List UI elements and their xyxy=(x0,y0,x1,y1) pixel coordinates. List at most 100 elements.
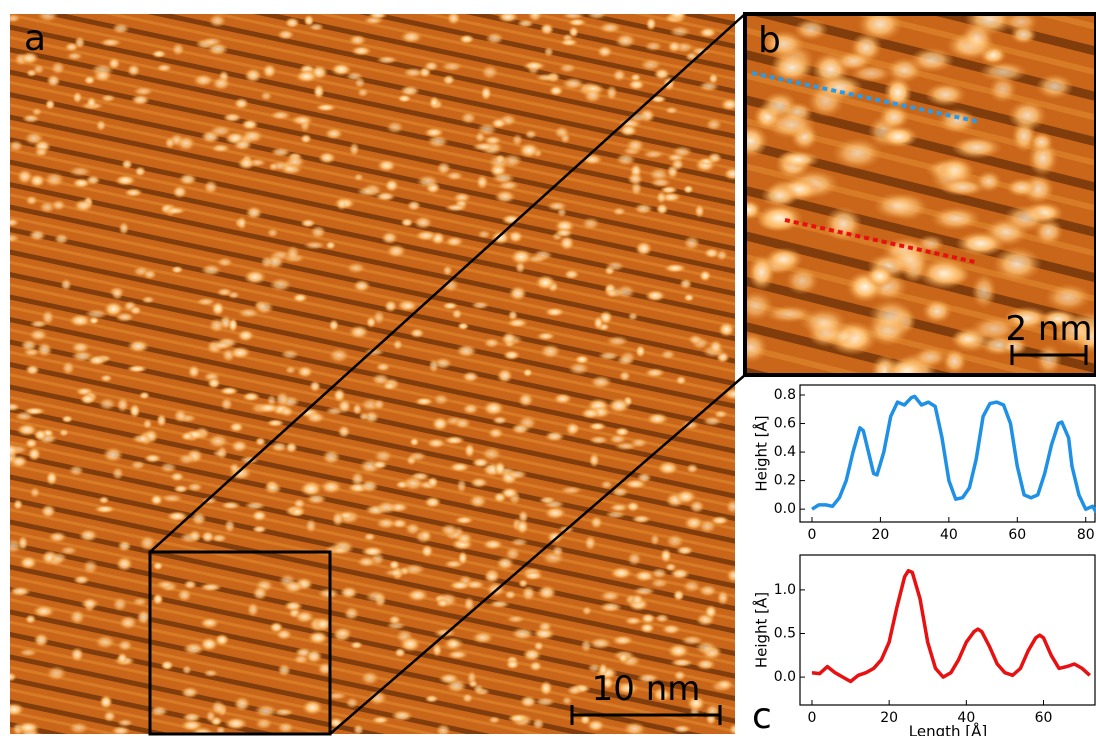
texture-blob xyxy=(909,47,955,73)
texture-blob xyxy=(708,339,723,355)
texture-blob xyxy=(527,14,543,23)
texture-blob xyxy=(352,723,364,734)
texture-blob xyxy=(103,301,124,317)
texture-blob xyxy=(443,559,465,569)
texture-blob xyxy=(152,593,164,606)
texture-blob xyxy=(94,634,116,650)
texture-blob xyxy=(428,358,440,374)
texture-blob xyxy=(531,717,545,730)
texture-blob xyxy=(352,279,371,293)
texture-blob xyxy=(1039,309,1078,329)
texture-blob xyxy=(667,643,690,659)
texture-blob xyxy=(667,14,688,22)
texture-blob xyxy=(761,30,806,59)
texture-blob xyxy=(567,18,587,27)
texture-blob xyxy=(380,231,399,245)
texture-blob xyxy=(330,546,350,555)
texture-blob xyxy=(72,574,91,585)
texture-blob xyxy=(878,104,910,131)
texture-blob xyxy=(21,113,41,124)
texture-blob xyxy=(330,62,352,77)
texture-blob xyxy=(426,476,439,488)
texture-blob xyxy=(960,21,994,54)
texture-blob xyxy=(51,199,67,212)
texture-blob xyxy=(655,190,667,204)
texture-blob xyxy=(402,475,425,492)
texture-blob xyxy=(303,14,315,27)
texture-blob xyxy=(28,328,49,342)
texture-blob xyxy=(702,415,723,427)
texture-blob xyxy=(440,61,464,72)
texture-blob xyxy=(18,648,38,657)
texture-blob xyxy=(589,515,604,530)
texture-blob xyxy=(654,613,670,624)
texture-blob xyxy=(600,480,614,490)
texture-blob xyxy=(304,518,317,534)
texture-blob xyxy=(292,654,310,665)
texture-blob xyxy=(160,660,174,671)
texture-blob xyxy=(528,660,543,672)
texture-blob xyxy=(388,559,401,571)
texture-blob xyxy=(159,461,178,474)
texture-blob xyxy=(32,604,56,618)
texture-blob xyxy=(937,108,977,134)
texture-blob xyxy=(315,103,337,112)
texture-blob xyxy=(111,287,124,301)
texture-blob xyxy=(356,186,377,197)
x-tick-label: 80 xyxy=(1077,527,1095,543)
texture-blob xyxy=(138,535,157,551)
texture-blob xyxy=(173,408,188,423)
texture-blob xyxy=(659,548,672,564)
texture-blob xyxy=(1000,337,1028,356)
texture-blob xyxy=(321,449,341,465)
texture-blob xyxy=(102,710,117,723)
texture-blob xyxy=(633,569,656,583)
texture-blob xyxy=(597,351,620,361)
texture-blob xyxy=(1010,25,1037,45)
texture-blob xyxy=(644,40,663,52)
texture-blob xyxy=(442,74,456,86)
texture-blob xyxy=(233,97,250,110)
texture-blob xyxy=(388,614,402,625)
texture-blob xyxy=(399,85,421,97)
texture-blob xyxy=(939,178,987,197)
texture-blob xyxy=(60,278,72,291)
texture-blob xyxy=(275,628,293,641)
texture-blob xyxy=(615,284,636,300)
texture-blob xyxy=(10,702,25,717)
texture-blob xyxy=(456,478,467,494)
texture-blob xyxy=(559,38,579,47)
texture-blob xyxy=(186,482,204,492)
texture-blob xyxy=(47,531,67,543)
texture-blob xyxy=(397,300,419,312)
texture-blob xyxy=(10,139,24,153)
texture-blob xyxy=(28,173,46,188)
texture-blob xyxy=(522,368,533,378)
texture-blob xyxy=(435,723,451,734)
texture-blob xyxy=(314,616,332,632)
texture-blob xyxy=(45,470,58,486)
texture-blob xyxy=(69,609,86,625)
texture-blob xyxy=(276,721,295,734)
texture-blob xyxy=(492,415,508,425)
texture-blob xyxy=(640,612,656,625)
texture-blob xyxy=(623,478,648,490)
texture-blob xyxy=(68,464,85,477)
texture-blob xyxy=(865,264,895,288)
texture-blob xyxy=(1005,177,1038,198)
texture-blob xyxy=(224,518,236,534)
texture-blob xyxy=(33,632,50,648)
texture-blob xyxy=(116,718,134,727)
texture-blob xyxy=(211,300,225,317)
texture-blob xyxy=(921,298,953,324)
texture-blob xyxy=(132,86,154,96)
data-line xyxy=(811,568,1091,684)
texture-blob xyxy=(294,610,315,624)
texture-blob xyxy=(118,615,138,630)
texture-blob xyxy=(518,578,529,588)
texture-blob xyxy=(207,433,229,449)
texture-blob xyxy=(211,341,233,351)
texture-blob xyxy=(698,584,718,597)
texture-blob xyxy=(192,73,215,87)
texture-blob xyxy=(596,45,613,58)
